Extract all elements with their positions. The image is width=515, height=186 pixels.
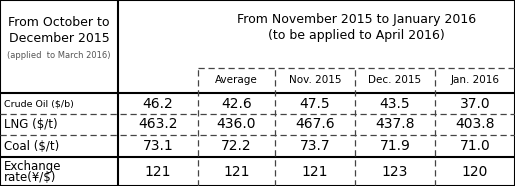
Text: From October to: From October to xyxy=(8,15,110,28)
Text: (to be applied to April 2016): (to be applied to April 2016) xyxy=(268,30,445,42)
Text: (applied  to March 2016): (applied to March 2016) xyxy=(7,52,111,60)
Text: 71.9: 71.9 xyxy=(380,139,410,153)
Text: 71.0: 71.0 xyxy=(459,139,490,153)
Text: Crude Oil ($/b): Crude Oil ($/b) xyxy=(4,99,74,108)
Text: From November 2015 to January 2016: From November 2015 to January 2016 xyxy=(237,14,476,26)
Text: 47.5: 47.5 xyxy=(300,97,330,110)
Text: 403.8: 403.8 xyxy=(455,118,495,132)
Text: Exchange: Exchange xyxy=(4,160,61,173)
Text: 73.1: 73.1 xyxy=(143,139,174,153)
Text: 123: 123 xyxy=(382,164,408,179)
Text: 46.2: 46.2 xyxy=(143,97,174,110)
Text: 463.2: 463.2 xyxy=(138,118,178,132)
Text: Coal ($/t): Coal ($/t) xyxy=(4,140,59,153)
Text: LNG ($/t): LNG ($/t) xyxy=(4,118,58,131)
Text: 37.0: 37.0 xyxy=(460,97,490,110)
Text: 73.7: 73.7 xyxy=(300,139,330,153)
Text: 121: 121 xyxy=(302,164,328,179)
Text: 467.6: 467.6 xyxy=(295,118,335,132)
Text: Dec. 2015: Dec. 2015 xyxy=(368,75,422,85)
Text: Jan. 2016: Jan. 2016 xyxy=(451,75,500,85)
Text: 42.6: 42.6 xyxy=(221,97,252,110)
Text: 437.8: 437.8 xyxy=(375,118,415,132)
Text: 120: 120 xyxy=(462,164,488,179)
Text: Average: Average xyxy=(215,75,258,85)
Text: 121: 121 xyxy=(145,164,171,179)
Text: 436.0: 436.0 xyxy=(217,118,256,132)
Text: rate(¥/$): rate(¥/$) xyxy=(4,171,56,184)
Text: Nov. 2015: Nov. 2015 xyxy=(289,75,341,85)
Text: 43.5: 43.5 xyxy=(380,97,410,110)
Text: 121: 121 xyxy=(223,164,250,179)
Text: 72.2: 72.2 xyxy=(221,139,252,153)
Text: December 2015: December 2015 xyxy=(9,31,109,44)
